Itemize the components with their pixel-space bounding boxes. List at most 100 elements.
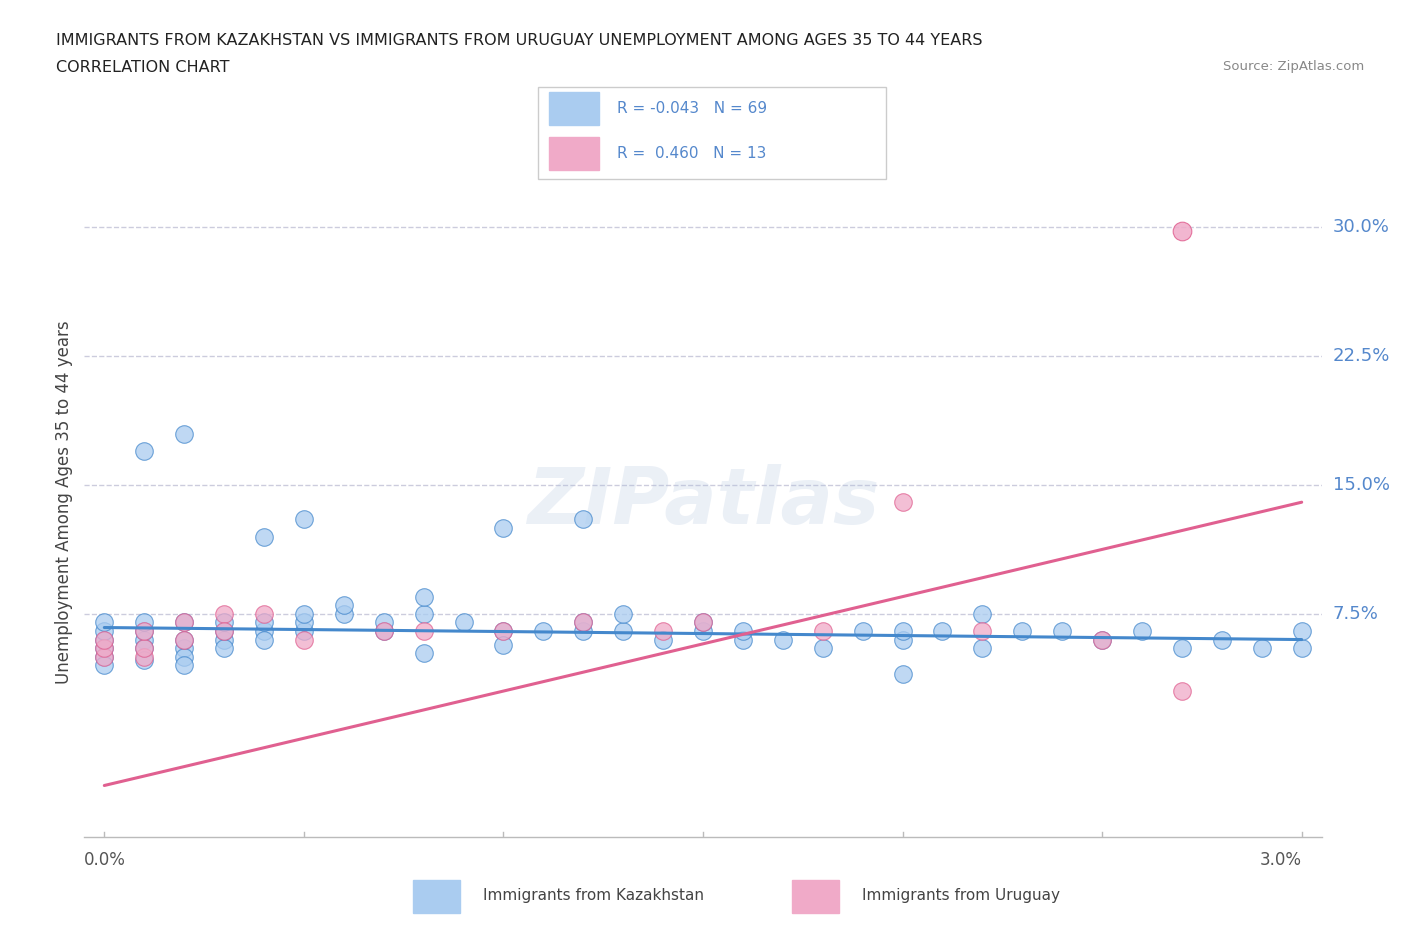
Point: [173, 615, 195, 630]
Point: [173, 632, 195, 647]
Point: [93, 615, 115, 630]
FancyBboxPatch shape: [548, 138, 599, 169]
Point: [253, 615, 276, 630]
Point: [652, 623, 675, 638]
Text: 15.0%: 15.0%: [1333, 476, 1389, 494]
Point: [1211, 632, 1233, 647]
Point: [492, 521, 515, 536]
Point: [891, 667, 914, 682]
Point: [373, 623, 395, 638]
Point: [173, 615, 195, 630]
Point: [93, 658, 115, 672]
Text: CORRELATION CHART: CORRELATION CHART: [56, 60, 229, 75]
Point: [134, 641, 156, 656]
Point: [931, 623, 953, 638]
Text: 0.0%: 0.0%: [84, 851, 127, 869]
Point: [412, 606, 434, 621]
Text: 30.0%: 30.0%: [1333, 219, 1389, 236]
Point: [212, 606, 235, 621]
Point: [692, 615, 714, 630]
Point: [292, 512, 315, 526]
Point: [891, 632, 914, 647]
Point: [612, 606, 634, 621]
Text: Immigrants from Uruguay: Immigrants from Uruguay: [862, 887, 1060, 903]
Point: [134, 632, 156, 647]
Point: [333, 598, 356, 613]
Point: [173, 641, 195, 656]
Point: [173, 632, 195, 647]
Point: [134, 623, 156, 638]
Point: [173, 426, 195, 441]
Point: [93, 641, 115, 656]
Point: [772, 632, 794, 647]
Text: IMMIGRANTS FROM KAZAKHSTAN VS IMMIGRANTS FROM URUGUAY UNEMPLOYMENT AMONG AGES 35: IMMIGRANTS FROM KAZAKHSTAN VS IMMIGRANTS…: [56, 33, 983, 47]
Point: [253, 623, 276, 638]
Point: [253, 632, 276, 647]
Text: Immigrants from Kazakhstan: Immigrants from Kazakhstan: [484, 887, 704, 903]
Point: [292, 606, 315, 621]
FancyBboxPatch shape: [548, 92, 599, 125]
Point: [492, 623, 515, 638]
Point: [1171, 684, 1194, 698]
Point: [731, 632, 754, 647]
Point: [134, 653, 156, 668]
Point: [373, 623, 395, 638]
Point: [93, 649, 115, 664]
Point: [134, 641, 156, 656]
Text: ZIPatlas: ZIPatlas: [527, 464, 879, 540]
Point: [852, 623, 875, 638]
Point: [253, 606, 276, 621]
Point: [1050, 623, 1073, 638]
Point: [134, 649, 156, 664]
Point: [692, 615, 714, 630]
Text: 22.5%: 22.5%: [1333, 347, 1391, 365]
Point: [212, 615, 235, 630]
Text: 3.0%: 3.0%: [1260, 851, 1302, 869]
Point: [453, 615, 475, 630]
Point: [692, 623, 714, 638]
Point: [572, 512, 595, 526]
Text: R =  0.460   N = 13: R = 0.460 N = 13: [617, 146, 766, 161]
Point: [972, 623, 994, 638]
Point: [1091, 632, 1114, 647]
Point: [572, 623, 595, 638]
Point: [731, 623, 754, 638]
Text: 7.5%: 7.5%: [1333, 604, 1379, 623]
Point: [373, 615, 395, 630]
Point: [212, 632, 235, 647]
Point: [212, 623, 235, 638]
Point: [811, 623, 834, 638]
Point: [93, 632, 115, 647]
Point: [253, 529, 276, 544]
Point: [1291, 641, 1313, 656]
Y-axis label: Unemployment Among Ages 35 to 44 years: Unemployment Among Ages 35 to 44 years: [55, 321, 73, 684]
Point: [891, 623, 914, 638]
Point: [93, 623, 115, 638]
Point: [212, 623, 235, 638]
Point: [572, 615, 595, 630]
Point: [1130, 623, 1153, 638]
Point: [134, 444, 156, 458]
Point: [1291, 623, 1313, 638]
Point: [891, 495, 914, 510]
Point: [1011, 623, 1033, 638]
Text: Source: ZipAtlas.com: Source: ZipAtlas.com: [1223, 60, 1364, 73]
Point: [531, 623, 554, 638]
Point: [572, 615, 595, 630]
Point: [492, 637, 515, 652]
Point: [1091, 632, 1114, 647]
Point: [93, 641, 115, 656]
Point: [972, 606, 994, 621]
Point: [292, 632, 315, 647]
Text: R = -0.043   N = 69: R = -0.043 N = 69: [617, 101, 766, 116]
FancyBboxPatch shape: [413, 880, 460, 913]
Point: [333, 606, 356, 621]
Point: [811, 641, 834, 656]
Point: [412, 623, 434, 638]
Point: [173, 658, 195, 672]
Point: [972, 641, 994, 656]
Point: [412, 590, 434, 604]
Point: [1171, 223, 1194, 238]
Point: [173, 649, 195, 664]
Point: [612, 623, 634, 638]
